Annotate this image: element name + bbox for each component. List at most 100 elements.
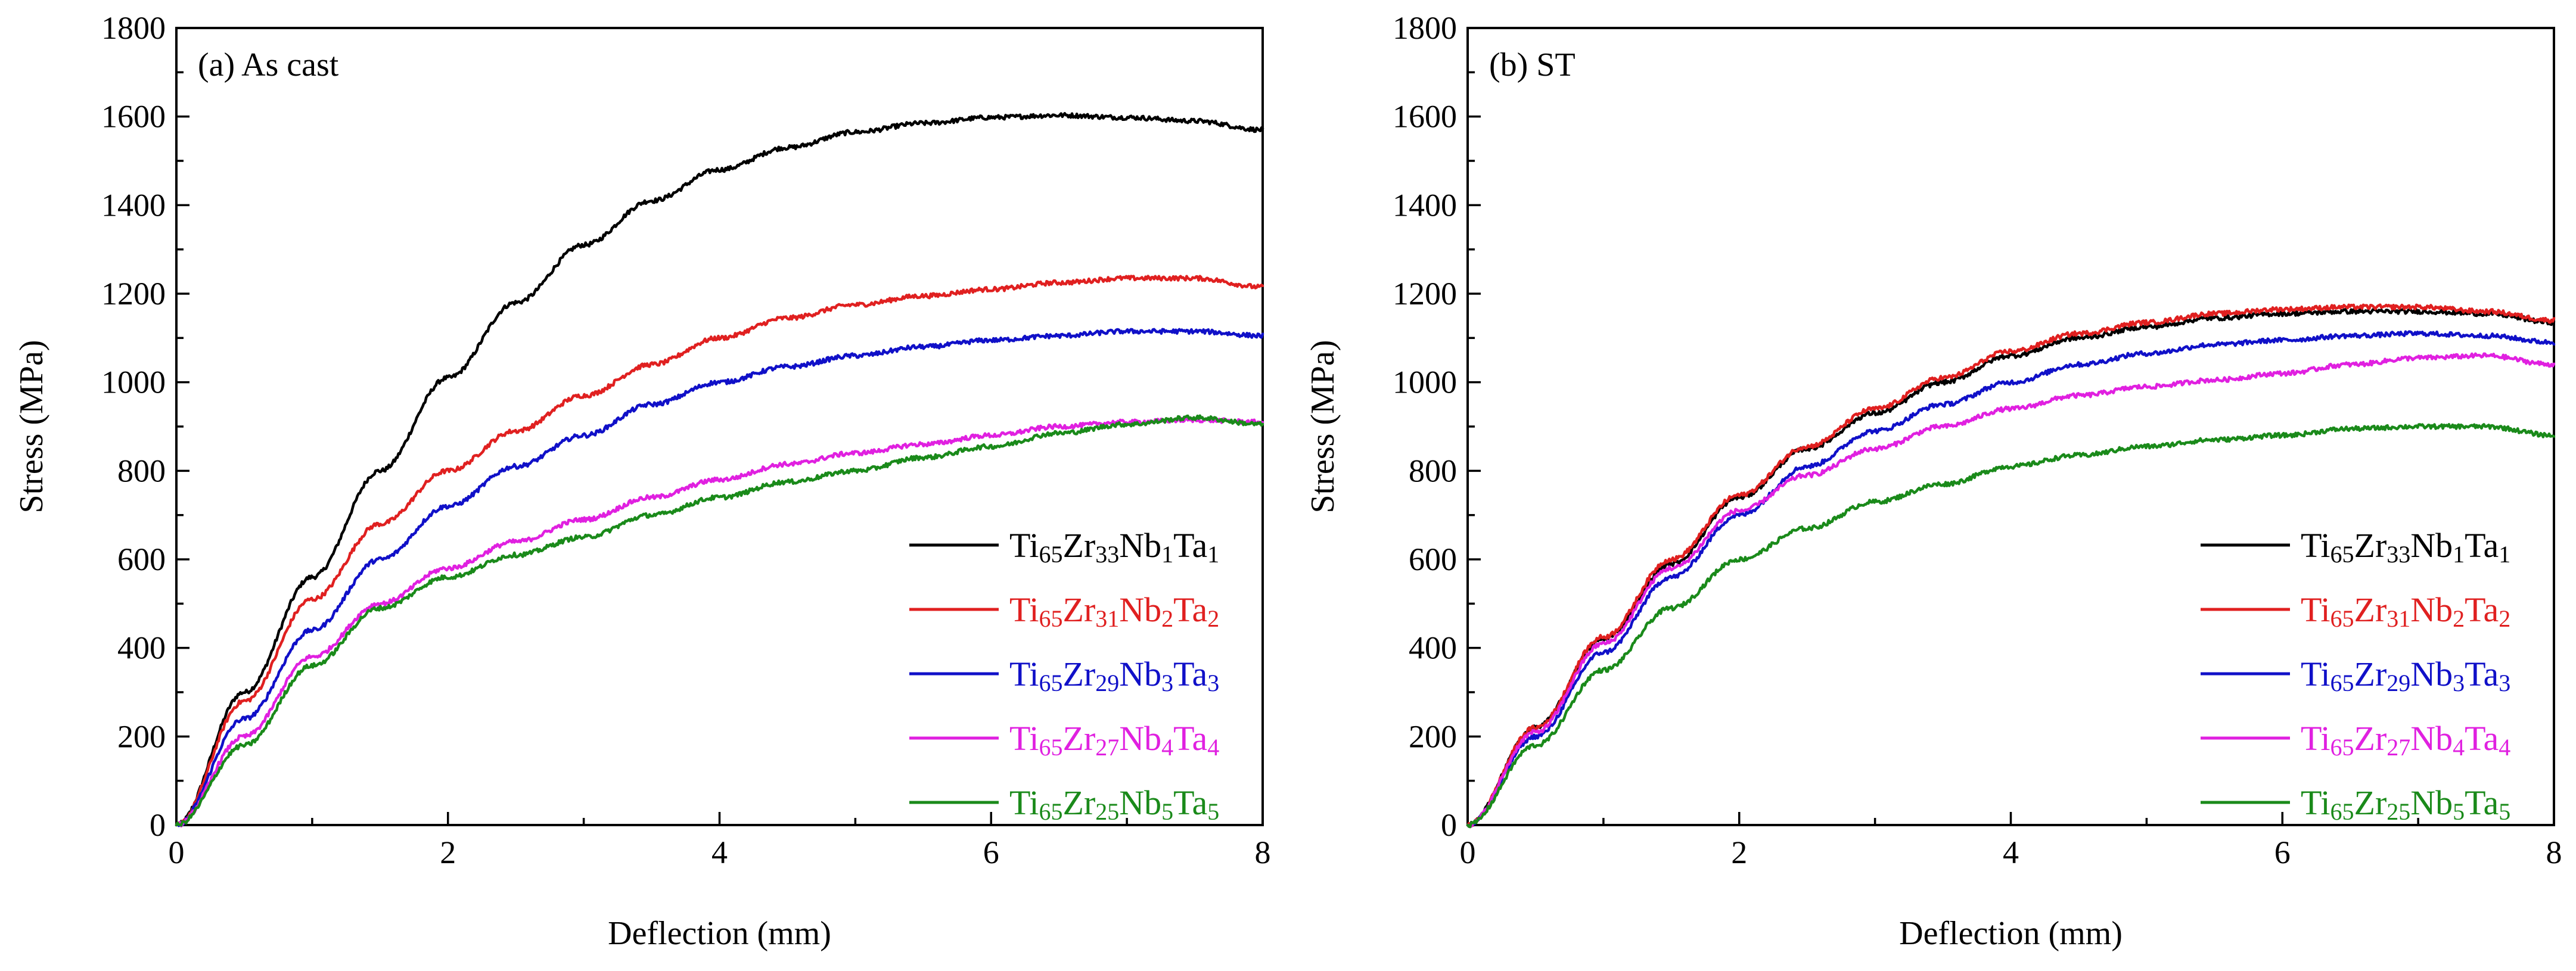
legend-subscript: 5 (2499, 798, 2510, 825)
legend-subscript: 65 (2330, 798, 2354, 825)
legend-element: Ti (2301, 590, 2330, 629)
legend-subscript: 1 (1161, 541, 1173, 568)
y-axis-title-a: Stress (MPa) (13, 340, 50, 513)
legend-element: Ta (2465, 655, 2499, 693)
y-tick-label-b: 1000 (1393, 365, 1457, 400)
legend-subscript: 27 (1095, 734, 1119, 761)
legend-element: Ta (1173, 590, 1207, 629)
legend-element: Ti (2301, 783, 2330, 822)
series-line-b-2 (1466, 303, 2556, 827)
legend-element: Zr (1063, 590, 1096, 629)
legend-element: Zr (2354, 526, 2387, 565)
legend-subscript: 2 (2499, 605, 2510, 632)
y-tick-label-b: 800 (1409, 453, 1457, 488)
y-tick-label-b: 1800 (1393, 10, 1457, 46)
legend-subscript: 65 (1039, 798, 1063, 825)
legend-element: Zr (1063, 783, 1096, 822)
legend-element: Nb (1119, 783, 1161, 822)
legend-label-b-3: Ti65Zr29Nb3Ta3 (2301, 655, 2510, 696)
x-tick-label-a: 6 (983, 835, 999, 870)
y-tick-label-b: 0 (1441, 807, 1457, 843)
legend-subscript: 65 (1039, 734, 1063, 761)
legend-subscript: 65 (1039, 670, 1063, 696)
y-tick-label-a: 0 (150, 807, 166, 843)
legend-subscript: 29 (1095, 670, 1119, 696)
legend-label-a-2: Ti65Zr31Nb2Ta2 (1009, 590, 1219, 632)
y-tick-label-b: 600 (1409, 541, 1457, 577)
legend-subscript: 29 (2387, 670, 2410, 696)
legend-label-a-1: Ti65Zr33Nb1Ta1 (1009, 526, 1219, 568)
legend-element: Zr (1063, 526, 1096, 565)
x-tick-label-a: 0 (169, 835, 185, 870)
y-axis-b: 0 200 400 600 800 1000 1200 1400 1600 1800 (1393, 10, 1481, 843)
legend-label-b-4: Ti65Zr27Nb4Ta4 (2301, 719, 2510, 761)
legend-subscript: 65 (2330, 541, 2354, 568)
panel-label-b: (b) ST (1489, 46, 1576, 83)
y-tick-label-a: 400 (117, 630, 166, 666)
legend-subscript: 65 (1039, 541, 1063, 568)
legend-subscript: 65 (2330, 670, 2354, 696)
series-line-b-4 (1466, 352, 2556, 828)
series-line-b-3 (1466, 330, 2556, 828)
legend-element: Ti (2301, 719, 2330, 758)
x-tick-label-b: 6 (2274, 835, 2291, 870)
series-line-b-5 (1466, 423, 2556, 829)
legend-subscript: 1 (2453, 541, 2465, 568)
y-tick-label-a: 800 (117, 453, 166, 488)
legend-subscript: 25 (1095, 798, 1119, 825)
legend-subscript: 65 (2330, 605, 2354, 632)
legend-element: Nb (2410, 590, 2453, 629)
legend-element: Zr (2354, 719, 2387, 758)
x-axis-title-a: Deflection (mm) (608, 915, 831, 952)
series-line-a-3 (175, 328, 1264, 827)
series-line-a-1 (175, 112, 1264, 827)
legend-label-a-3: Ti65Zr29Nb3Ta3 (1009, 655, 1219, 696)
legend-label-a-4: Ti65Zr27Nb4Ta4 (1009, 719, 1219, 761)
legend-subscript: 25 (2387, 798, 2410, 825)
legend-subscript: 4 (2499, 734, 2510, 761)
legend-element: Nb (2410, 526, 2453, 565)
legend-subscript: 4 (2453, 734, 2465, 761)
y-tick-label-b: 1400 (1393, 187, 1457, 223)
legend-element: Ti (2301, 655, 2330, 693)
legend-element: Nb (1119, 590, 1161, 629)
legend-b: Ti65Zr33Nb1Ta1Ti65Zr31Nb2Ta2Ti65Zr29Nb3T… (2201, 526, 2510, 825)
legend-element: Nb (2410, 655, 2453, 693)
legend-element: Ti (1009, 526, 1039, 565)
legend-subscript: 5 (1161, 798, 1173, 825)
series-line-a-4 (175, 416, 1264, 828)
legend-element: Ti (1009, 719, 1039, 758)
y-axis-title-b: Stress (MPa) (1304, 340, 1341, 513)
legend-subscript: 4 (1207, 734, 1219, 761)
legend-element: Ta (2465, 719, 2499, 758)
legend-element: Ta (1173, 719, 1207, 758)
legend-element: Zr (2354, 783, 2387, 822)
x-tick-label-b: 8 (2546, 835, 2562, 870)
y-tick-label-b: 1200 (1393, 276, 1457, 312)
y-tick-label-a: 600 (117, 541, 166, 577)
legend-element: Ti (1009, 590, 1039, 629)
legend-element: Ta (2465, 783, 2499, 822)
y-tick-label-a: 1000 (101, 365, 166, 400)
legend-subscript: 65 (1039, 605, 1063, 632)
x-tick-label-a: 8 (1255, 835, 1271, 870)
x-axis-b: 0 2 4 6 8 (1460, 812, 2562, 870)
legend-label-b-1: Ti65Zr33Nb1Ta1 (2301, 526, 2510, 568)
legend-element: Ta (2465, 526, 2499, 565)
y-tick-label-a: 1800 (101, 10, 166, 46)
legend-subscript: 5 (2453, 798, 2465, 825)
y-axis-a: 0 200 400 600 800 1000 1200 1400 1600 1800 (101, 10, 189, 843)
series-line-a-5 (175, 414, 1264, 827)
legend-element: Zr (2354, 655, 2387, 693)
legend-element: Nb (1119, 719, 1161, 758)
y-tick-label-a: 200 (117, 718, 166, 754)
legend-subscript: 1 (2499, 541, 2510, 568)
x-tick-label-a: 4 (711, 835, 728, 870)
legend-subscript: 4 (1161, 734, 1173, 761)
legend-subscript: 31 (1095, 605, 1119, 632)
x-tick-label-b: 4 (2003, 835, 2019, 870)
legend-subscript: 1 (1207, 541, 1219, 568)
legend-element: Ta (1173, 783, 1207, 822)
